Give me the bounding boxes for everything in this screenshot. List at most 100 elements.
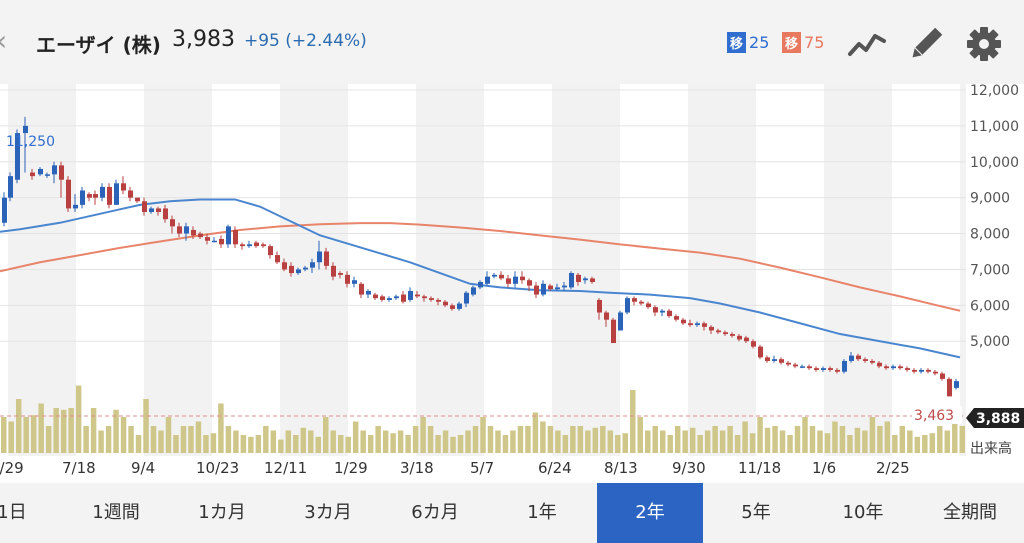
candle-body xyxy=(191,229,196,236)
tab-all[interactable]: 全期間 xyxy=(943,502,997,523)
candle-body xyxy=(618,312,623,331)
volume-bar xyxy=(188,426,194,453)
volume-bar xyxy=(412,426,419,453)
volume-bar xyxy=(30,415,37,453)
candle-body xyxy=(240,244,245,247)
candle-body xyxy=(87,194,92,198)
candle-body xyxy=(23,125,28,134)
candle-body xyxy=(212,240,217,243)
candle-body xyxy=(2,197,7,223)
date-tick-label: 1/29 xyxy=(334,459,368,477)
candle-body xyxy=(828,368,833,370)
date-tick-label: 8/13 xyxy=(604,459,638,477)
back-chevron-icon[interactable]: ‹ xyxy=(0,24,7,57)
stock-chart[interactable]: 12,000 11,000 10,000 9,000 8,000 7,000 6,000 5,… xyxy=(0,83,1024,484)
volume-bar xyxy=(83,426,89,453)
candle-body xyxy=(877,362,882,367)
candle-body xyxy=(800,366,805,368)
volume-bar xyxy=(540,421,546,453)
candle-body xyxy=(919,369,924,372)
candle-body xyxy=(709,326,714,331)
volume-bar xyxy=(824,433,831,453)
candle-body xyxy=(758,346,763,358)
volume-bar xyxy=(862,430,868,453)
volume-bar xyxy=(764,427,771,453)
volume-bar xyxy=(323,417,329,453)
volume-bar xyxy=(352,421,359,453)
tab-2year[interactable]: 2年 xyxy=(597,483,703,543)
volume-bar xyxy=(270,430,277,453)
pencil-icon[interactable] xyxy=(904,24,948,64)
candle-body xyxy=(80,190,85,205)
tab-1year[interactable]: 1年 xyxy=(527,502,557,523)
stock-price: 3,983 xyxy=(172,27,235,52)
volume-bar xyxy=(240,435,247,453)
volume-bar xyxy=(285,430,292,453)
volume-bar xyxy=(577,426,584,453)
ma75-badge[interactable]: 移 75 xyxy=(782,31,824,54)
candle-body xyxy=(541,283,546,295)
volume-bar xyxy=(944,430,951,453)
candle-body xyxy=(870,360,875,363)
candle-body xyxy=(772,359,777,361)
chart-svg[interactable]: 12,000 11,000 10,000 9,000 8,000 7,000 6,000 5,… xyxy=(0,83,1024,484)
tab-1month[interactable]: 1カ月 xyxy=(198,502,246,523)
tab-5year[interactable]: 5年 xyxy=(741,502,771,523)
candle-body xyxy=(366,290,371,295)
tab-10year[interactable]: 10年 xyxy=(842,502,884,523)
candle-body xyxy=(317,251,322,263)
volume-bar xyxy=(749,433,756,453)
candle-body xyxy=(156,208,161,213)
candle-body xyxy=(352,280,357,284)
candle-body xyxy=(359,283,364,295)
date-tick-label: 11/18 xyxy=(738,459,781,477)
volume-bar xyxy=(98,430,104,453)
volume-bar xyxy=(210,433,217,453)
volume-bar xyxy=(1,417,7,453)
candle-body xyxy=(254,242,259,247)
volume-bar xyxy=(779,430,786,453)
volume-bar xyxy=(532,412,539,453)
volume-bar xyxy=(742,421,748,453)
candle-body xyxy=(604,312,609,320)
volume-bar xyxy=(367,435,374,453)
volume-bar xyxy=(510,430,516,453)
candle-body xyxy=(261,244,266,247)
volume-bar xyxy=(315,436,321,453)
ma25-badge-key: 移 xyxy=(727,32,747,53)
candle-body xyxy=(856,355,861,360)
candle-body xyxy=(632,298,637,302)
candle-body xyxy=(142,201,147,213)
tab-3month[interactable]: 3カ月 xyxy=(304,502,352,523)
volume-bar xyxy=(802,417,808,453)
candle-body xyxy=(730,334,735,336)
volume-bar xyxy=(38,403,44,453)
trend-line-icon[interactable] xyxy=(846,24,890,64)
volume-bar xyxy=(682,430,688,453)
candle-body xyxy=(667,310,672,317)
gear-icon[interactable] xyxy=(962,24,1006,64)
tab-6month[interactable]: 6カ月 xyxy=(411,502,459,523)
candle-body xyxy=(576,274,581,283)
candle-body xyxy=(415,294,420,297)
volume-bar xyxy=(255,435,262,453)
candle-body xyxy=(15,133,20,180)
volume-bar xyxy=(772,426,778,453)
candle-body xyxy=(450,305,455,309)
price-tick-label: 6,000 xyxy=(970,298,1010,314)
volume-bar xyxy=(375,426,381,453)
volume-bar xyxy=(465,430,471,453)
volume-bar xyxy=(337,435,344,453)
volume-bar xyxy=(173,435,179,453)
tab-1day[interactable]: 1日 xyxy=(0,502,27,523)
candle-body xyxy=(275,255,280,263)
volume-bar xyxy=(615,435,621,453)
tab-1week[interactable]: 1週間 xyxy=(92,502,140,523)
low-price-marker: 3,463 xyxy=(914,408,954,424)
volume-bar xyxy=(233,430,239,453)
candle-body xyxy=(814,368,819,370)
ma25-badge[interactable]: 移 25 xyxy=(727,31,769,54)
volume-bar xyxy=(877,426,883,453)
candle-body xyxy=(506,278,511,284)
candle-body xyxy=(289,265,294,274)
